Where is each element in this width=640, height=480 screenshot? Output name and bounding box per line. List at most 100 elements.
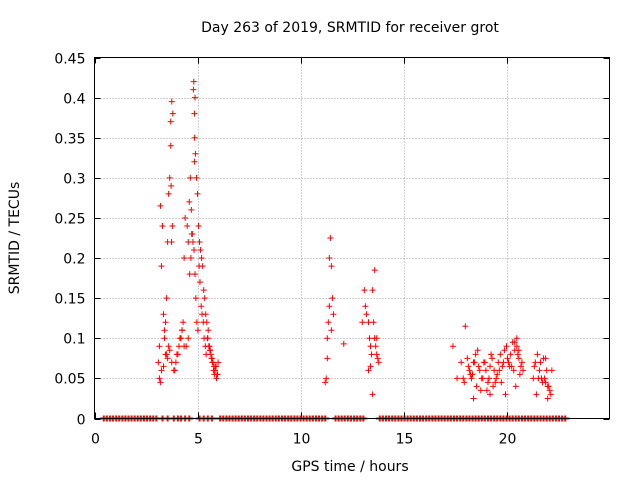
data-point — [530, 375, 537, 382]
data-point — [162, 319, 169, 326]
data-point — [369, 391, 376, 398]
data-point — [215, 359, 222, 366]
data-point — [546, 387, 553, 394]
data-point — [192, 94, 199, 101]
y-tick-label: 0.45 — [54, 52, 85, 68]
data-point — [330, 311, 337, 318]
data-point — [514, 351, 521, 358]
data-point — [157, 379, 164, 386]
data-point — [168, 239, 175, 246]
data-point — [204, 335, 211, 342]
data-point — [367, 363, 374, 370]
data-point — [375, 359, 382, 366]
data-point — [325, 319, 332, 326]
data-point — [160, 363, 167, 370]
data-point — [190, 78, 197, 85]
data-point — [165, 190, 172, 197]
data-point — [461, 379, 468, 386]
data-point — [168, 98, 175, 105]
data-point — [494, 371, 501, 378]
data-point — [481, 359, 488, 366]
y-tick-label: 0 — [77, 413, 86, 429]
data-point — [162, 351, 169, 358]
data-point — [472, 351, 479, 358]
data-point — [172, 359, 179, 366]
data-point — [502, 391, 509, 398]
data-point — [323, 375, 330, 382]
data-point — [166, 347, 173, 354]
data-point — [367, 343, 374, 350]
data-point — [534, 351, 541, 358]
data-point — [518, 359, 525, 366]
data-point — [164, 355, 171, 362]
data-point — [184, 222, 191, 229]
data-point — [163, 295, 170, 302]
data-point — [512, 383, 519, 390]
data-point — [373, 351, 380, 358]
data-point — [359, 319, 366, 326]
data-point — [511, 339, 518, 346]
data-point — [460, 375, 467, 382]
data-point — [188, 230, 195, 237]
data-point — [200, 287, 207, 294]
data-point — [462, 323, 469, 330]
data-point — [507, 351, 514, 358]
data-point — [491, 367, 498, 374]
data-point — [498, 379, 505, 386]
data-point — [474, 347, 481, 354]
data-point — [464, 355, 471, 362]
y-tick-label: 0.15 — [54, 292, 85, 308]
data-point — [186, 271, 193, 278]
data-point — [471, 359, 478, 366]
data-point — [365, 319, 372, 326]
data-point — [174, 351, 181, 358]
data-point — [158, 263, 165, 270]
data-point — [166, 174, 173, 181]
data-point — [505, 359, 512, 366]
data-point — [545, 383, 552, 390]
data-point — [328, 263, 335, 270]
data-point — [199, 311, 206, 318]
data-point — [203, 351, 210, 358]
x-tick-label: 15 — [396, 432, 414, 448]
data-point — [532, 359, 539, 366]
data-point — [327, 235, 334, 241]
data-point — [485, 375, 492, 382]
data-point — [156, 343, 163, 350]
data-point — [326, 255, 333, 262]
data-point — [185, 335, 192, 342]
data-point — [187, 255, 194, 262]
data-point — [368, 351, 375, 358]
data-point — [213, 375, 220, 382]
data-point — [500, 359, 507, 366]
data-point — [196, 279, 203, 286]
data-point — [454, 375, 461, 382]
data-point — [548, 367, 555, 374]
data-point — [205, 327, 212, 334]
data-point — [369, 287, 376, 294]
data-point — [371, 267, 378, 274]
data-point — [504, 355, 511, 362]
data-point — [470, 395, 477, 402]
data-point — [508, 363, 515, 370]
data-point — [519, 367, 526, 374]
data-point — [496, 367, 503, 374]
data-point — [495, 359, 502, 366]
data-point — [537, 359, 544, 366]
data-point — [198, 255, 205, 262]
data-point — [180, 319, 187, 326]
data-point — [482, 367, 489, 374]
data-point — [535, 375, 542, 382]
data-point — [531, 363, 538, 370]
data-point — [372, 343, 379, 350]
data-point — [161, 335, 168, 342]
data-point — [189, 239, 196, 246]
data-point — [501, 347, 508, 354]
data-point — [515, 347, 522, 354]
data-point — [167, 142, 174, 149]
data-point — [468, 375, 475, 382]
y-tick-label: 0.25 — [54, 212, 85, 228]
data-point — [156, 375, 163, 382]
data-point — [200, 319, 207, 326]
data-point — [208, 355, 215, 362]
